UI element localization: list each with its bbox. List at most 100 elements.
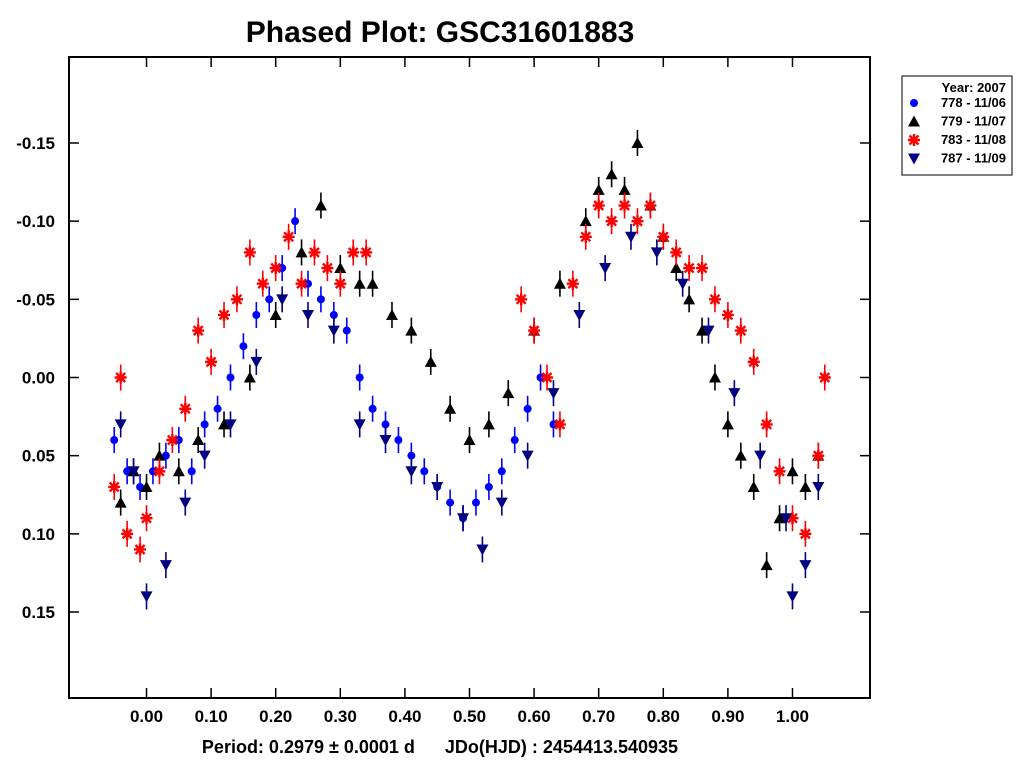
data-point xyxy=(624,231,637,243)
data-point xyxy=(444,402,457,414)
data-point xyxy=(457,513,470,525)
data-point xyxy=(799,527,812,540)
data-point xyxy=(696,262,709,275)
data-point xyxy=(786,465,799,477)
data-point xyxy=(549,420,558,429)
data-point xyxy=(172,465,185,477)
data-point xyxy=(159,560,172,572)
data-point xyxy=(127,466,140,478)
x-axis-label: Period: 0.2979 ± 0.0001 d JDo(HJD) : 245… xyxy=(202,737,678,757)
data-point xyxy=(327,325,340,337)
data-point xyxy=(334,262,347,274)
data-point xyxy=(239,342,248,351)
y-tick-label: 0.10 xyxy=(22,525,55,544)
data-point xyxy=(368,404,377,413)
x-tick-label: 0.80 xyxy=(647,707,680,726)
data-point xyxy=(471,498,480,507)
data-point xyxy=(200,420,209,429)
data-point xyxy=(153,465,166,478)
data-point xyxy=(708,371,721,383)
data-point xyxy=(321,262,334,275)
data-point xyxy=(353,419,366,431)
series-0 xyxy=(110,208,558,532)
data-point xyxy=(308,246,321,259)
data-point xyxy=(547,388,560,400)
data-point xyxy=(536,373,545,382)
data-point xyxy=(553,418,566,431)
data-point xyxy=(161,451,170,460)
data-point xyxy=(644,199,657,212)
x-tick-label: 0.60 xyxy=(518,707,551,726)
data-point xyxy=(631,215,644,228)
data-point xyxy=(683,293,696,305)
data-point xyxy=(153,449,166,461)
data-point xyxy=(360,246,373,259)
data-point xyxy=(754,450,767,462)
data-point xyxy=(510,436,519,445)
legend-entry-label: 783 - 11/08 xyxy=(941,132,1006,147)
legend-entry-label: 778 - 11/06 xyxy=(941,95,1006,110)
x-tick-label: 0.70 xyxy=(582,707,615,726)
data-point xyxy=(140,591,153,603)
series-1 xyxy=(114,129,825,579)
data-point xyxy=(174,436,183,445)
data-point xyxy=(329,310,338,319)
data-point xyxy=(573,309,586,321)
data-point xyxy=(366,277,379,289)
y-axis-ticks: -0.15 -0.10 -0.05 0.00 0.05 0.10 0.15 xyxy=(16,134,870,622)
x-tick-label: 0.10 xyxy=(195,707,228,726)
legend-box xyxy=(901,75,1013,176)
x-tick-label: 1.00 xyxy=(776,707,809,726)
x-tick-label: 0.30 xyxy=(324,707,357,726)
data-point xyxy=(136,482,145,491)
data-point xyxy=(676,278,689,290)
data-point xyxy=(523,404,532,413)
data-point xyxy=(405,466,418,478)
data-series-layer xyxy=(108,129,831,610)
data-point xyxy=(148,467,157,476)
data-point xyxy=(405,324,418,336)
data-point xyxy=(342,326,351,335)
data-point xyxy=(721,308,734,321)
data-point xyxy=(291,217,300,226)
data-point xyxy=(521,450,534,462)
data-point xyxy=(187,467,196,476)
data-point xyxy=(780,513,793,525)
data-point xyxy=(108,480,121,493)
data-point xyxy=(799,480,812,492)
data-point xyxy=(278,264,287,273)
legend-entry-label: 787 - 11/09 xyxy=(941,151,1006,166)
data-point xyxy=(316,295,325,304)
data-point xyxy=(579,230,592,243)
chart-title: Phased Plot: GSC31601883 xyxy=(246,16,635,49)
data-point xyxy=(243,371,256,383)
data-point xyxy=(760,559,773,571)
data-point xyxy=(265,295,274,304)
x-tick-label: 0.00 xyxy=(130,707,163,726)
series-2 xyxy=(108,192,831,563)
data-point xyxy=(192,324,205,337)
data-point xyxy=(304,279,313,288)
data-point xyxy=(502,387,515,399)
data-point xyxy=(566,277,579,290)
data-point xyxy=(276,294,289,306)
data-point xyxy=(250,356,263,368)
data-point xyxy=(553,277,566,289)
data-point xyxy=(295,246,308,258)
data-point xyxy=(650,247,663,259)
data-point xyxy=(218,308,231,321)
data-point xyxy=(140,512,153,525)
data-point xyxy=(179,497,192,509)
data-point xyxy=(812,449,825,462)
data-point xyxy=(218,418,231,430)
legend-marker-3 xyxy=(908,153,920,165)
data-point xyxy=(734,324,747,337)
data-point xyxy=(670,262,683,274)
data-point xyxy=(385,308,398,320)
y-tick-label: -0.15 xyxy=(16,134,55,153)
data-point xyxy=(269,308,282,320)
data-point xyxy=(431,481,444,493)
data-point xyxy=(123,467,132,476)
data-point xyxy=(773,512,786,524)
data-point xyxy=(683,262,696,275)
